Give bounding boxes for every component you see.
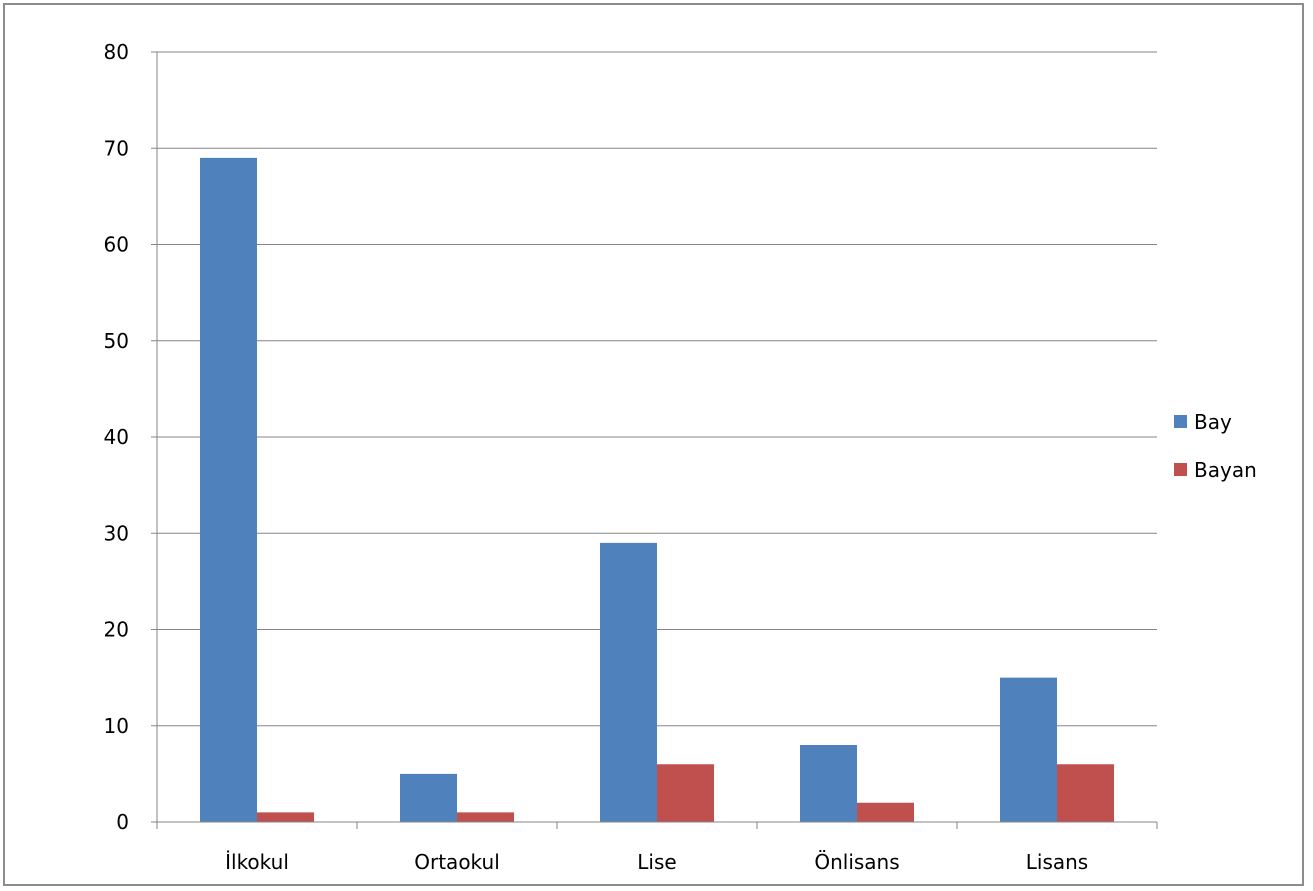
y-tick-label: 40 bbox=[104, 425, 129, 449]
x-tick-label: İlkokul bbox=[225, 850, 289, 874]
tick-labels: 0 10 20 30 40 50 60 70 80 İlkokul Ortaokul Lise Önli… bbox=[104, 40, 1089, 874]
bar-bay-4 bbox=[1000, 677, 1057, 822]
legend-swatch-bayan bbox=[1174, 463, 1187, 476]
bars bbox=[200, 157, 1114, 822]
bar-bayan-0 bbox=[257, 812, 314, 822]
y-tick-label: 50 bbox=[104, 329, 129, 353]
x-tick-label: Önlisans bbox=[814, 850, 899, 874]
legend-swatch-bay bbox=[1174, 415, 1187, 428]
bar-bayan-2 bbox=[657, 764, 714, 822]
legend: Bay Bayan bbox=[1174, 410, 1257, 482]
y-tick-label: 10 bbox=[104, 714, 129, 738]
bar-bay-3 bbox=[800, 745, 857, 822]
axes bbox=[151, 51, 1158, 829]
y-tick-label: 70 bbox=[104, 136, 129, 160]
x-tick-label: Ortaokul bbox=[414, 850, 500, 874]
gridlines bbox=[157, 51, 1157, 727]
y-tick-label: 60 bbox=[104, 233, 129, 257]
bar-bay-1 bbox=[400, 773, 457, 822]
bar-bayan-1 bbox=[457, 812, 514, 822]
bar-bayan-4 bbox=[1057, 764, 1114, 822]
bar-bay-0 bbox=[200, 157, 257, 822]
y-tick-label: 80 bbox=[104, 40, 129, 64]
y-tick-label: 30 bbox=[104, 521, 129, 545]
y-tick-label: 0 bbox=[116, 810, 129, 834]
x-tick-label: Lisans bbox=[1026, 850, 1088, 874]
y-tick-label: 20 bbox=[104, 618, 129, 642]
legend-label-bay: Bay bbox=[1194, 410, 1232, 434]
bar-bay-2 bbox=[600, 542, 657, 822]
x-tick-label: Lise bbox=[637, 850, 676, 874]
bar-bayan-3 bbox=[857, 802, 914, 822]
legend-label-bayan: Bayan bbox=[1194, 458, 1257, 482]
